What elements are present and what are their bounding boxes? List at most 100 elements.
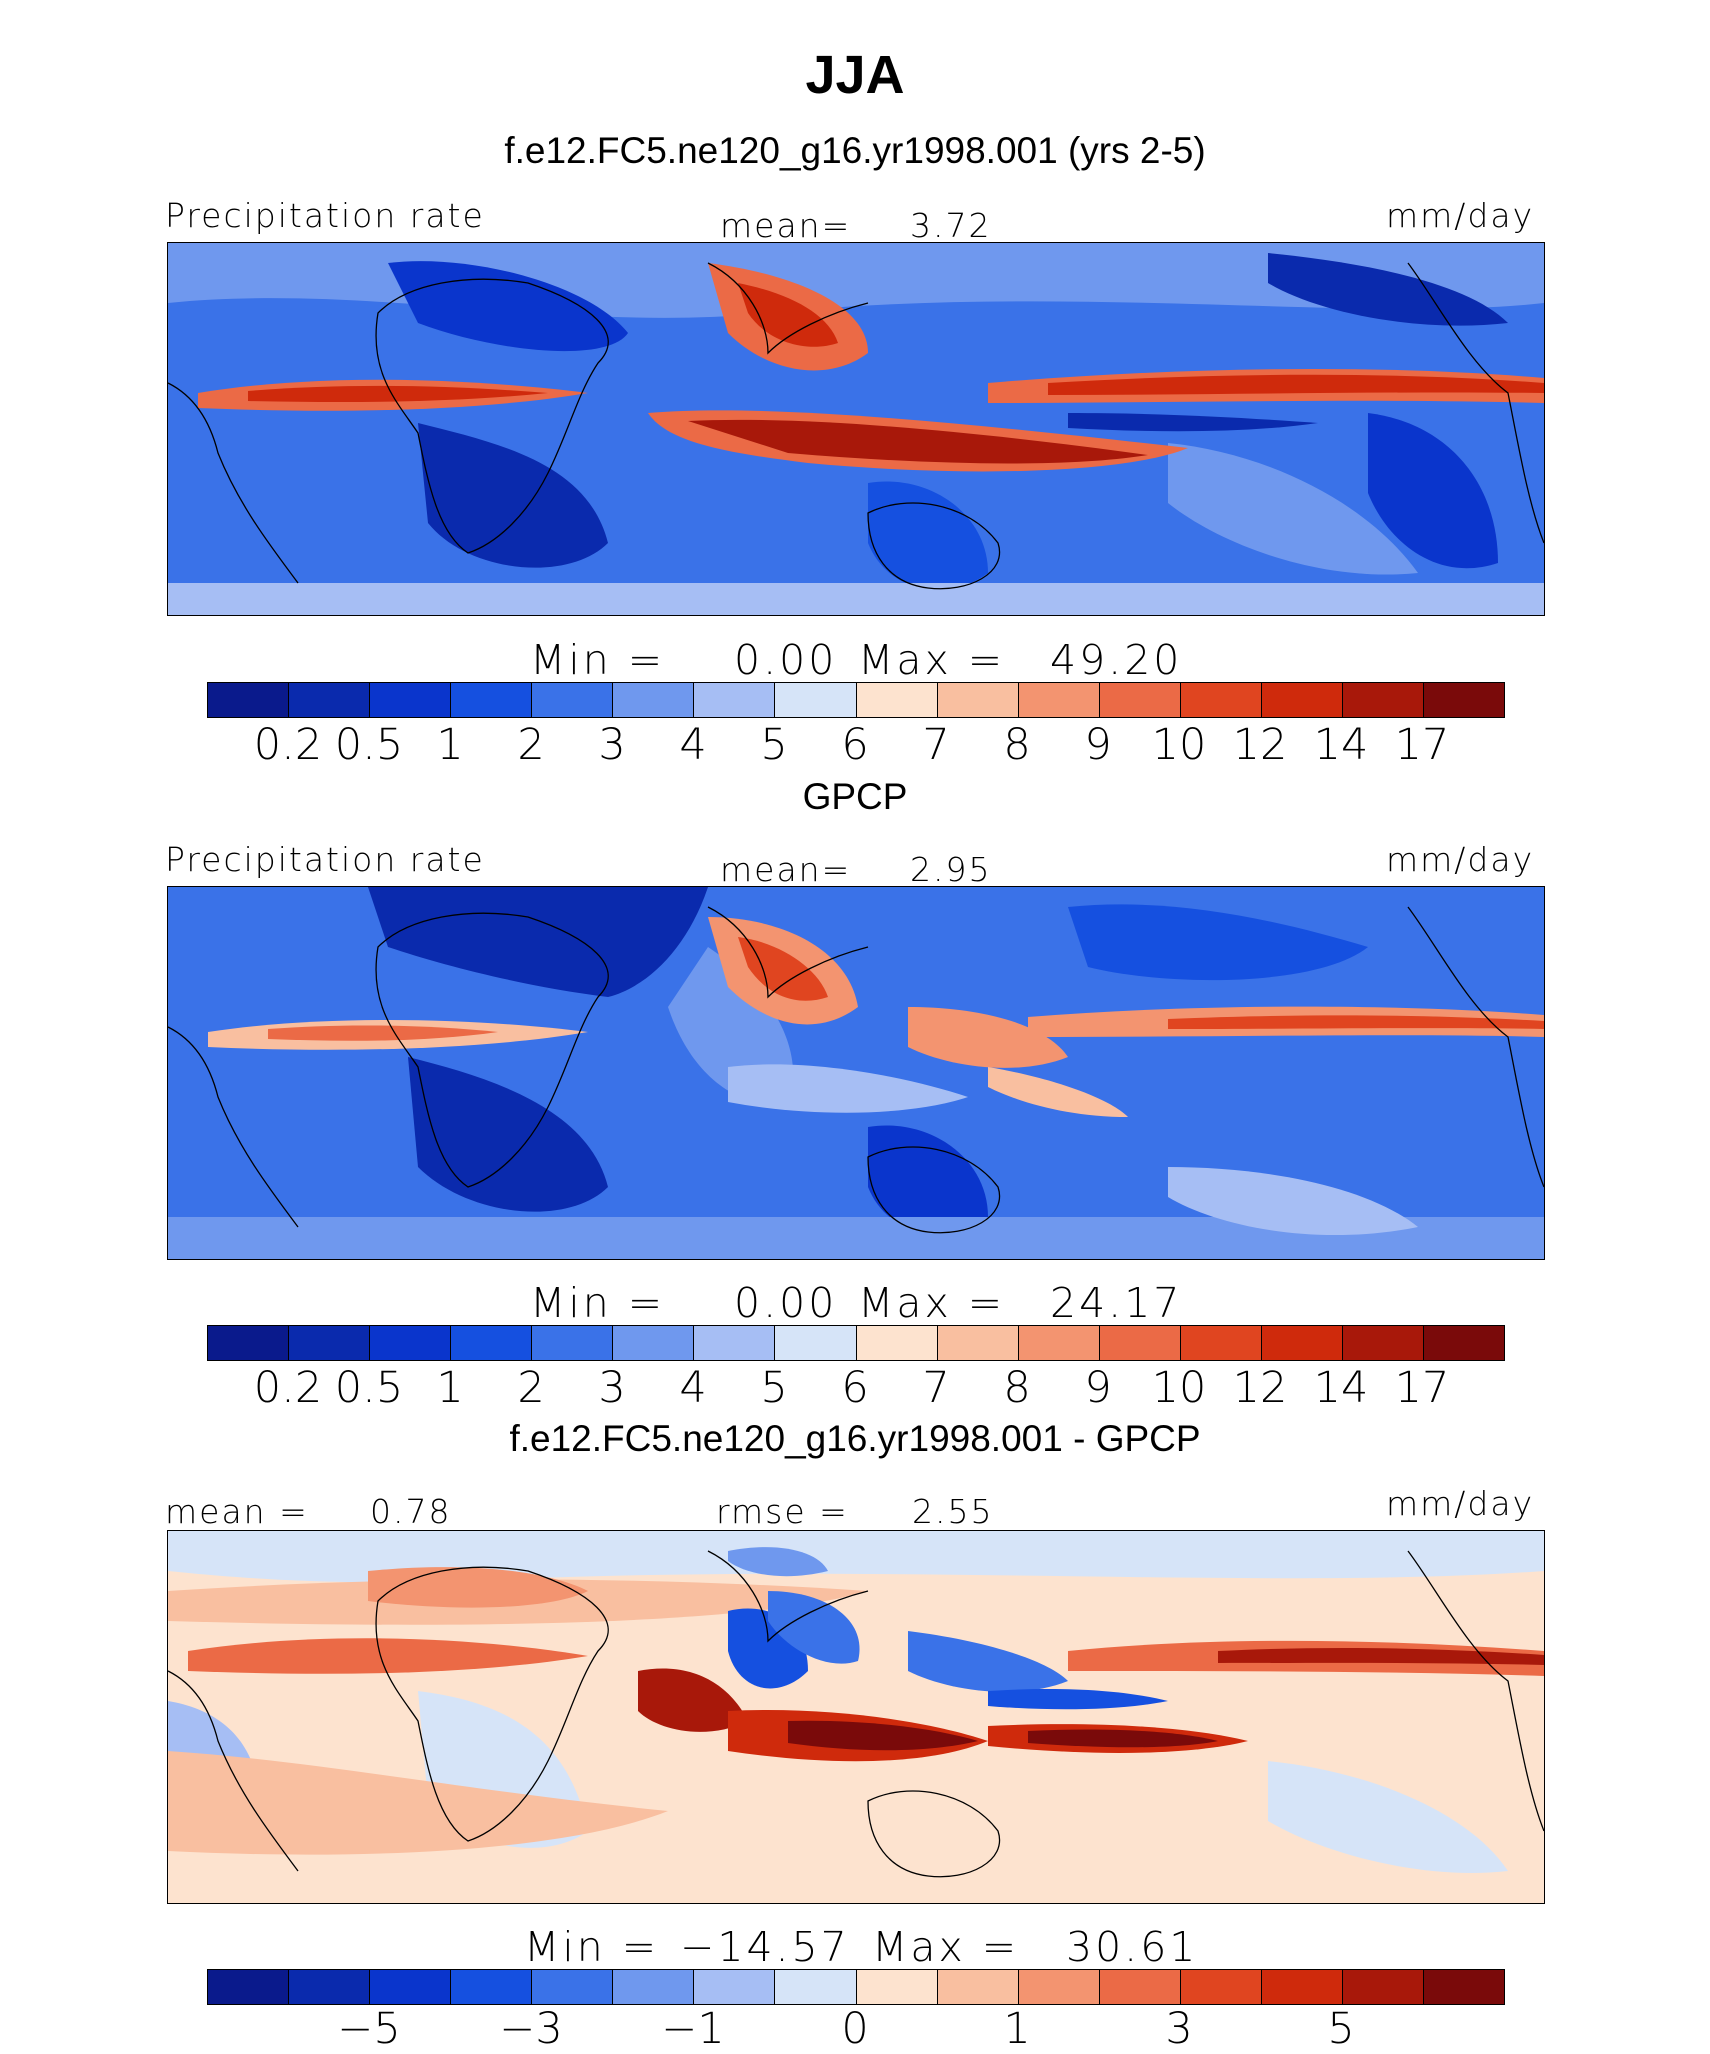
colorbar-box bbox=[856, 683, 938, 717]
colorbar-box bbox=[208, 1326, 290, 1360]
colorbar-box bbox=[1099, 1326, 1181, 1360]
colorbar-box bbox=[532, 683, 614, 717]
colorbar-box bbox=[289, 1326, 371, 1360]
panel-2-variable-label: Precipitation rate bbox=[165, 840, 485, 879]
colorbar-tick-label: −5 bbox=[337, 2004, 401, 2054]
colorbar-box bbox=[856, 1326, 938, 1360]
panel-3-rmse-value: 2.55 bbox=[912, 1492, 994, 1531]
colorbar-tick-label: 6 bbox=[841, 1363, 869, 1413]
colorbar-tick-label: 12 bbox=[1232, 720, 1288, 770]
colorbar-tick-label: 5 bbox=[1327, 2004, 1355, 2054]
colorbar-box bbox=[532, 1970, 614, 2004]
colorbar-tick-label: 2 bbox=[517, 1363, 545, 1413]
colorbar-box bbox=[613, 1326, 695, 1360]
colorbar-box bbox=[208, 683, 290, 717]
colorbar-tick-label: 0.5 bbox=[334, 1363, 404, 1413]
panel-3-min-value: −14.57 bbox=[680, 1923, 850, 1971]
panel-3-heading: f.e12.FC5.ne120_g16.yr1998.001 - GPCP bbox=[509, 1418, 1201, 1459]
colorbar-box bbox=[370, 1326, 452, 1360]
panel-3-mean-label: mean = bbox=[165, 1492, 309, 1531]
colorbar-tick-label: 17 bbox=[1394, 1363, 1450, 1413]
colorbar-tick-label: 7 bbox=[922, 1363, 950, 1413]
colorbar-box bbox=[1018, 683, 1100, 717]
colorbar-box bbox=[1342, 1326, 1424, 1360]
colorbar-box bbox=[1099, 1970, 1181, 2004]
panel-1-max-label: Max = bbox=[858, 636, 1006, 684]
colorbar-box bbox=[694, 1326, 776, 1360]
colorbar-tick-label: 5 bbox=[760, 720, 788, 770]
panel-3-max-label: Max = bbox=[872, 1923, 1020, 1971]
colorbar-box bbox=[1261, 1326, 1343, 1360]
panel-2-min-label: Min = bbox=[530, 1279, 666, 1327]
panel-3-max-value: 30.61 bbox=[1066, 1923, 1199, 1971]
panel-1-max-value: 49.20 bbox=[1050, 636, 1183, 684]
figure-title: JJA bbox=[805, 45, 905, 105]
panel-1-units: mm/day bbox=[1386, 196, 1535, 235]
panel-2-heading: GPCP bbox=[802, 776, 908, 817]
colorbar-box bbox=[451, 1326, 533, 1360]
colorbar-tick-label: 17 bbox=[1394, 720, 1450, 770]
colorbar-box bbox=[775, 683, 857, 717]
colorbar-box bbox=[937, 683, 1019, 717]
colorbar-box bbox=[1423, 1970, 1504, 2004]
colorbar-box bbox=[937, 1970, 1019, 2004]
colorbar-box bbox=[451, 683, 533, 717]
colorbar-tick-label: 4 bbox=[679, 720, 707, 770]
panel-2-min-value: 0.00 bbox=[734, 1279, 838, 1327]
colorbar-tick-label: 6 bbox=[841, 720, 869, 770]
colorbar-box bbox=[1342, 1970, 1424, 2004]
colorbar-tick-label: 8 bbox=[1003, 1363, 1031, 1413]
colorbar-box bbox=[370, 1970, 452, 2004]
colorbar-tick-label: 9 bbox=[1084, 720, 1112, 770]
colorbar-tick-label: 0.2 bbox=[253, 720, 323, 770]
colorbar-box bbox=[856, 1970, 938, 2004]
colorbar-tick-label: 1 bbox=[436, 720, 464, 770]
colorbar-box bbox=[1018, 1970, 1100, 2004]
colorbar-box bbox=[1261, 683, 1343, 717]
colorbar-box bbox=[937, 1326, 1019, 1360]
colorbar-box bbox=[1342, 683, 1424, 717]
panel-3-mean-value: 0.78 bbox=[370, 1492, 452, 1531]
panel-2-max-value: 24.17 bbox=[1050, 1279, 1183, 1327]
colorbar-tick-label: 0.2 bbox=[253, 1363, 323, 1413]
panel-1-precip-map bbox=[167, 242, 1545, 616]
colorbar-box bbox=[289, 683, 371, 717]
colorbar-box bbox=[532, 1326, 614, 1360]
colorbar-tick-label: 9 bbox=[1084, 1363, 1112, 1413]
panel-2-mean-value: 2.95 bbox=[910, 850, 992, 889]
panel-2-precip-map bbox=[167, 886, 1545, 1260]
panel-3-difference-map bbox=[167, 1530, 1545, 1904]
colorbar-tick-label: 3 bbox=[1165, 2004, 1193, 2054]
panel-3-units: mm/day bbox=[1386, 1484, 1535, 1523]
panel-1-heading: f.e12.FC5.ne120_g16.yr1998.001 (yrs 2-5) bbox=[504, 130, 1206, 171]
colorbar-box bbox=[289, 1970, 371, 2004]
panel-2-mean-label: mean= bbox=[720, 850, 852, 889]
colorbar-box bbox=[370, 683, 452, 717]
colorbar-box bbox=[1018, 1326, 1100, 1360]
colorbar-box bbox=[613, 683, 695, 717]
panel-1-min-value: 0.00 bbox=[734, 636, 838, 684]
panel-1-variable-label: Precipitation rate bbox=[165, 196, 485, 235]
colorbar-tick-label: 10 bbox=[1151, 720, 1207, 770]
panel-3-min-label: Min = bbox=[524, 1923, 660, 1971]
colorbar-box bbox=[1180, 1970, 1262, 2004]
colorbar-tick-label: 3 bbox=[598, 1363, 626, 1413]
panel-2-units: mm/day bbox=[1386, 840, 1535, 879]
panel-1-colorbar bbox=[207, 682, 1505, 718]
colorbar-tick-label: 8 bbox=[1003, 720, 1031, 770]
colorbar-tick-label: 14 bbox=[1313, 1363, 1369, 1413]
colorbar-box bbox=[1180, 1326, 1262, 1360]
colorbar-tick-label: 1 bbox=[436, 1363, 464, 1413]
colorbar-box bbox=[1261, 1970, 1343, 2004]
colorbar-tick-label: 0 bbox=[841, 2004, 869, 2054]
colorbar-box bbox=[1180, 683, 1262, 717]
panel-1-mean-label: mean= bbox=[720, 206, 852, 245]
panel-1-min-label: Min = bbox=[530, 636, 666, 684]
colorbar-box bbox=[1423, 1326, 1504, 1360]
colorbar-box bbox=[451, 1970, 533, 2004]
colorbar-tick-label: 14 bbox=[1313, 720, 1369, 770]
colorbar-box bbox=[1099, 683, 1181, 717]
colorbar-box bbox=[775, 1970, 857, 2004]
panel-2-colorbar bbox=[207, 1325, 1505, 1361]
colorbar-tick-label: 5 bbox=[760, 1363, 788, 1413]
